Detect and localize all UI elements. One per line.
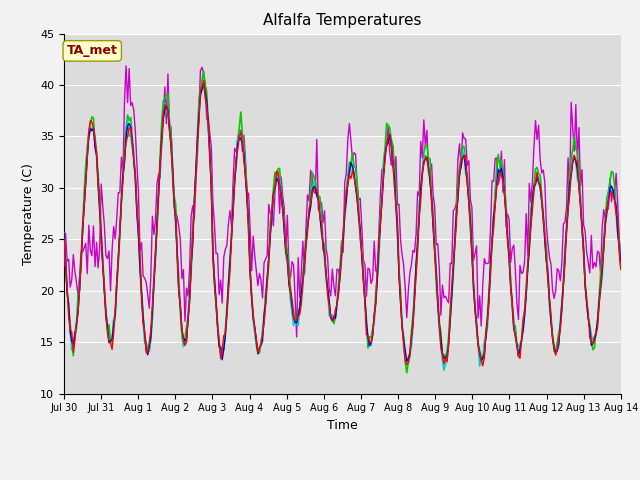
Line: AM25T_PRT: AM25T_PRT [64,84,621,370]
NR01_PRT [246,268,254,274]
AM25T_PRT [305,210,313,216]
HMP60 [200,80,207,85]
PanelT [200,78,207,84]
AM25T_PRT [589,337,596,343]
HMP60 [60,230,68,236]
PanelT [129,138,136,144]
AM25T_PRT [246,269,254,275]
SonicT [307,168,314,173]
HMP60 [255,345,263,351]
NR01_PRT [589,347,596,353]
PanelT [589,341,596,347]
HMP60 [589,341,596,347]
HMP60 [129,139,136,144]
NR01_PRT [617,264,625,270]
SonicT [130,108,138,113]
SonicT [60,264,68,270]
Line: NR01_PRT: NR01_PRT [64,72,621,373]
Y-axis label: Temperature (C): Temperature (C) [22,163,35,264]
NR01_PRT [403,370,411,376]
PanelT [617,267,625,273]
SonicT [617,255,625,261]
NR01_PRT [129,133,136,139]
NR01_PRT [305,210,313,216]
HMP60 [228,236,236,241]
SonicT [122,63,130,69]
HMP60 [305,213,313,219]
Title: Alfalfa Temperatures: Alfalfa Temperatures [263,13,422,28]
Legend: PanelT, HMP60, NR01_PRT, SonicT, AM25T_PRT: PanelT, HMP60, NR01_PRT, SonicT, AM25T_P… [122,476,563,480]
NR01_PRT [255,350,263,356]
PanelT [255,346,263,352]
AM25T_PRT [228,235,236,240]
SonicT [293,334,301,340]
Line: PanelT: PanelT [64,81,621,366]
Line: HMP60: HMP60 [64,83,621,361]
Line: SonicT: SonicT [64,66,621,337]
Bar [64,136,621,342]
SonicT [246,226,254,231]
NR01_PRT [228,231,236,237]
PanelT [246,271,254,276]
NR01_PRT [60,230,68,236]
Text: TA_met: TA_met [67,44,118,58]
AM25T_PRT [617,256,625,262]
AM25T_PRT [200,82,207,87]
PanelT [60,236,68,241]
HMP60 [246,267,254,273]
SonicT [255,271,263,276]
SonicT [228,223,236,229]
PanelT [228,231,236,237]
AM25T_PRT [60,234,68,240]
AM25T_PRT [255,346,263,352]
HMP60 [403,359,411,364]
NR01_PRT [200,69,207,74]
PanelT [305,206,313,212]
X-axis label: Time: Time [327,419,358,432]
PanelT [479,363,486,369]
HMP60 [617,262,625,268]
AM25T_PRT [129,145,136,151]
SonicT [589,265,596,271]
AM25T_PRT [440,367,448,373]
